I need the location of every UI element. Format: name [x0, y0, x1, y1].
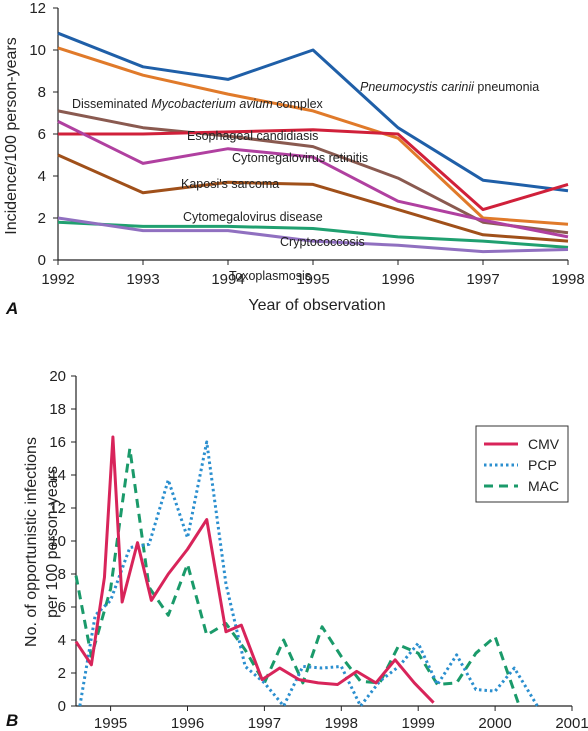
chart-b-ytick-label: 12	[49, 500, 66, 517]
chart-a-xtick-label: 1996	[381, 271, 414, 288]
chart-a-series-line	[57, 220, 569, 249]
chart-b-xtick-label: 1996	[171, 715, 204, 731]
chart-b-ylabel-line-2: per 100 person-years	[44, 466, 61, 618]
chart-a-series-line	[57, 109, 569, 235]
chart-a-annotations: Pneumocystis carinii pneumonia Disseminat…	[72, 80, 539, 283]
chart-b-series	[74, 435, 539, 708]
chart-a-annotation: Disseminated Mycobacterium avium complex	[72, 97, 324, 111]
chart-b-ytick-label: 18	[49, 401, 66, 418]
chart-b-ytick-label: 8	[58, 566, 66, 583]
chart-a-annotation: Cytomegalovirus retinitis	[232, 151, 368, 165]
chart-b-xtick-label: 2000	[478, 715, 511, 731]
legend-label: CMV	[528, 436, 560, 452]
chart-a-xtick-label: 1998	[551, 271, 584, 288]
panel-label-b: B	[6, 711, 18, 730]
chart-a-xtick-label: 1997	[466, 271, 499, 288]
chart-b-xtick-label: 2001	[555, 715, 588, 731]
chart-a-series-line	[57, 216, 569, 254]
chart-a-series-line	[58, 128, 569, 212]
chart-a-ytick-label: 2	[38, 210, 46, 227]
chart-a-xtick-label: 1994	[211, 271, 244, 288]
chart-a-series-line	[57, 46, 569, 226]
chart-a-xtick-label: 1993	[126, 271, 159, 288]
chart-b-ytick-label: 0	[58, 698, 66, 715]
chart-a-annotation: Cytomegalovirus disease	[183, 210, 323, 224]
chart-a-annotation: Cryptococcosis	[280, 235, 365, 249]
chart-b-ytick-label: 14	[49, 467, 66, 484]
chart-b-series-line-pcp	[78, 440, 539, 708]
panel-label-a: A	[5, 299, 18, 318]
chart-a-series-line	[57, 153, 569, 243]
legend-label: MAC	[528, 478, 559, 494]
chart-b-xtick-label: 1997	[248, 715, 281, 731]
chart-b-series-line-cmv	[74, 435, 435, 704]
chart-b-xtick-label: 1998	[325, 715, 358, 731]
chart-b-ytick-label: 6	[58, 599, 66, 616]
chart-a-annotation: Toxoplasmosis	[229, 269, 311, 283]
chart-a: 1992 1993 1994 1995 1996 1997 1998 0 2 4 6 8 10 12 Pn…	[3, 0, 585, 318]
chart-b-ytick-label: 10	[49, 533, 66, 550]
chart-a-annotation: Pneumocystis carinii pneumonia	[360, 80, 539, 94]
chart-b-xtick-label: 1999	[402, 715, 435, 731]
chart-a-ytick-label: 0	[38, 252, 46, 269]
chart-a-ytick-label: 6	[38, 126, 46, 143]
chart-a-annotation: Kaposi's sarcoma	[181, 177, 279, 191]
chart-b-ytick-label: 2	[58, 665, 66, 682]
chart-b-ytick-label: 4	[58, 632, 66, 649]
chart-b-xtick-label: 1995	[94, 715, 127, 731]
legend-label: PCP	[528, 457, 557, 473]
chart-b-ylabel-line-1: No. of opportunistic infections	[23, 437, 40, 647]
chart-b-legend: CMV PCP MAC	[475, 425, 569, 503]
chart-b-axes: 1995 1996 1997 1998 1999 2000 2001 0 2 4 6 8 10 12 14 1…	[49, 368, 588, 731]
chart-a-axes: 1992 1993 1994 1995 1996 1997 1998 0 2 4 6 8 10 12	[29, 0, 584, 288]
chart-a-series	[57, 31, 569, 254]
chart-a-series-line	[57, 120, 569, 239]
chart-b-series-line-mac	[74, 447, 520, 704]
chart-a-xtick-label: 1992	[41, 271, 74, 288]
chart-a-ytick-label: 8	[38, 84, 46, 101]
chart-a-ytick-label: 10	[29, 42, 46, 59]
chart-a-ylabel: Incidence/100 person-years	[3, 37, 20, 234]
chart-b: 1995 1996 1997 1998 1999 2000 2001 0 2 4 6 8 10 12 14 1…	[6, 368, 588, 731]
chart-b-ytick-label: 16	[49, 434, 66, 451]
chart-a-series-line	[57, 31, 569, 193]
chart-a-xlabel: Year of observation	[248, 297, 385, 314]
chart-a-annotation: Esophageal candidiasis	[187, 129, 318, 143]
chart-a-xtick-label: 1995	[296, 271, 329, 288]
chart-a-ytick-label: 4	[38, 168, 46, 185]
chart-a-ytick-label: 12	[29, 0, 46, 17]
chart-b-ytick-label: 20	[49, 368, 66, 385]
